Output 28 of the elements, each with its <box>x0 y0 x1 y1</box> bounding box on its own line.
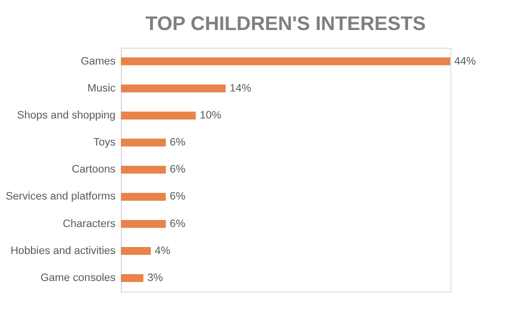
y-tick-label: Cartoons <box>72 164 116 176</box>
data-label: 6% <box>170 190 186 203</box>
data-label: 10% <box>200 109 222 122</box>
bar <box>120 166 166 174</box>
y-tick-label: Characters <box>62 218 116 230</box>
y-tick-label: Shops and shopping <box>17 109 116 122</box>
data-label: 4% <box>154 244 171 257</box>
y-tick-label: Game consoles <box>40 272 116 284</box>
y-tick-label: Music <box>87 82 116 94</box>
bar <box>120 112 196 120</box>
y-tick-label: Toys <box>93 136 116 149</box>
data-label: 14% <box>230 82 252 94</box>
bar <box>120 247 151 255</box>
bar <box>120 84 226 92</box>
y-tick-label: Services and platforms <box>6 190 116 203</box>
data-label: 6% <box>170 164 186 176</box>
data-label: 3% <box>147 272 164 284</box>
bar <box>120 138 166 147</box>
bar <box>120 57 450 66</box>
bar <box>120 220 166 228</box>
data-label: 44% <box>454 55 476 68</box>
bar <box>120 274 144 282</box>
y-tick-label: Games <box>80 55 116 68</box>
bar <box>120 192 166 201</box>
y-tick-label: Hobbies and activities <box>10 244 116 257</box>
chart-title: TOP CHILDREN'S INTERESTS <box>145 13 426 36</box>
data-label: 6% <box>170 218 186 230</box>
data-label: 6% <box>170 136 186 149</box>
